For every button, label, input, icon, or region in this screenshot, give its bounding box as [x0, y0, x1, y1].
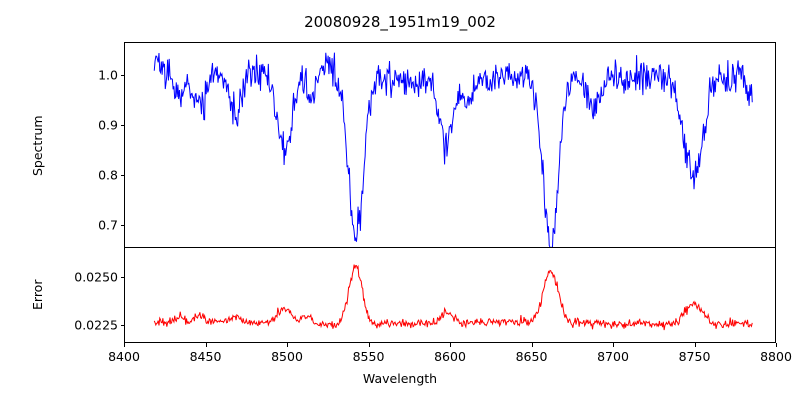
- error-ytick-mark-1: [120, 324, 124, 326]
- spectrum-ytick-mark-2: [120, 175, 124, 177]
- x-tick-label-1: 8450: [189, 349, 222, 364]
- error-series-svg: [125, 248, 775, 342]
- spectrum-y-axis-label: Spectrum: [30, 114, 45, 176]
- x-tick-mark-3: [368, 343, 370, 347]
- spectrum-ytick-label-0: 1.0: [98, 67, 118, 83]
- x-tick-mark-0: [124, 343, 126, 347]
- spectrum-ytick-mark-1: [120, 124, 124, 126]
- spectrum-plot-panel: [124, 42, 776, 248]
- spectrum-ytick-mark-3: [120, 225, 124, 227]
- spectrum-ytick-label-2: 0.8: [98, 167, 118, 183]
- error-line: [154, 265, 752, 330]
- x-tick-label-4: 8600: [434, 349, 466, 364]
- error-ytick-mark-0: [120, 276, 124, 278]
- x-axis-label: Wavelength: [362, 371, 438, 386]
- x-tick-mark-7: [694, 343, 696, 347]
- x-tick-label-3: 8550: [352, 349, 385, 364]
- spectrum-line: [154, 53, 752, 247]
- x-tick-mark-6: [613, 343, 615, 347]
- spectrum-ytick-label-1: 0.9: [98, 117, 118, 133]
- x-tick-label-2: 8500: [271, 349, 303, 364]
- spectrum-ytick-label-3: 0.7: [98, 217, 118, 233]
- error-ytick-label-0: 0.0250: [74, 269, 118, 285]
- x-tick-label-7: 8750: [678, 349, 711, 364]
- x-tick-label-6: 8700: [597, 349, 629, 364]
- error-plot-panel: [124, 247, 776, 343]
- x-tick-mark-1: [205, 343, 207, 347]
- spectrum-ytick-mark-0: [120, 74, 124, 76]
- spectrum-series-svg: [125, 43, 775, 247]
- error-ytick-label-1: 0.0225: [74, 317, 118, 333]
- x-tick-label-0: 8400: [108, 349, 140, 364]
- x-tick-label-8: 8800: [760, 349, 792, 364]
- chart-title: 20080928_1951m19_002: [304, 13, 496, 31]
- x-tick-mark-5: [531, 343, 533, 347]
- x-tick-mark-4: [450, 343, 452, 347]
- x-tick-mark-8: [776, 343, 778, 347]
- error-y-axis-label: Error: [30, 279, 45, 310]
- x-tick-label-5: 8650: [515, 349, 548, 364]
- x-tick-mark-2: [287, 343, 289, 347]
